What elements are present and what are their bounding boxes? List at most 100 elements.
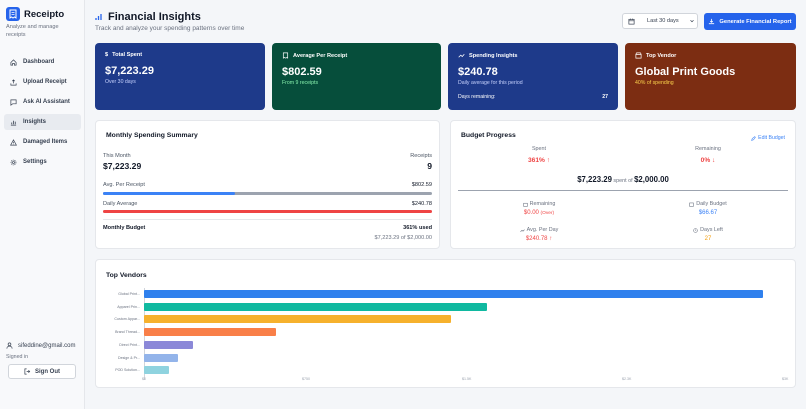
sidebar-item-damaged[interactable]: Damaged Items [4,134,81,150]
avg-receipt-sub: From 9 receipts [282,80,319,86]
app-name: Receipto [24,8,65,20]
sidebar-item-label: Settings [23,159,47,165]
daily-average-bar-fill [103,210,432,213]
remaining-amount-value: $0.00 [523,210,539,216]
brand[interactable]: Receipto [6,7,64,21]
arrow-down-icon: ↓ [712,157,716,164]
chart-category-label: POD Solution... [115,368,140,373]
chart-bar[interactable] [144,315,452,324]
chart-category-label: Design & Pr... [118,355,140,360]
divider [458,190,788,191]
chart-bar[interactable] [144,366,169,375]
spent-label: Spent [531,146,547,152]
user-icon [6,342,13,349]
chart-bar[interactable] [144,353,179,362]
avg-per-receipt-bar-fill [103,192,235,195]
sign-out-icon [24,368,31,375]
calendar-icon [628,18,635,25]
user-info: sifeddine@gmail.com [6,342,75,349]
days-remaining-row: Days remaining: 27 [458,94,608,100]
page-subtitle: Track and analyze your spending patterns… [95,25,245,32]
budget-detail: $7,223.29 of $2,000.00 [374,235,432,241]
days-left-value: 27 [704,236,712,242]
trend-icon [519,228,525,232]
edit-budget-button[interactable]: Edit Budget [751,135,785,141]
sidebar-item-label: Insights [23,119,47,125]
days-left-cell: Days Left 27 [663,227,753,242]
spent-pct-value: 361% [527,157,545,164]
page-title: Financial Insights [95,11,201,23]
avg-per-receipt-value: $802.59 [411,182,432,188]
sidebar-item-dashboard[interactable]: Dashboard [4,54,81,70]
avg-per-receipt-bar [103,192,432,195]
sidebar-item-insights[interactable]: Insights [4,114,81,130]
budget-used-value: 361% used [403,225,432,231]
chart-tick-label: $0 [142,377,146,381]
avg-receipt-card: Average Per Receipt $802.59 From 9 recei… [272,43,441,110]
monthly-summary-title: Monthly Spending Summary [106,132,198,139]
chart-bar[interactable] [144,340,194,349]
daily-budget-cell: Daily Budget $66.67 [663,201,753,216]
monthly-summary-card: Monthly Spending Summary This Month Rece… [95,120,440,249]
trend-icon [458,54,465,58]
sign-out-label: Sign Out [35,368,60,375]
daily-average-bar [103,210,432,213]
home-icon [10,58,17,65]
arrow-up-icon: ↑ [549,236,553,242]
avg-receipt-value: $802.59 [282,66,322,78]
chart-category-label: Apparel Prin... [117,304,140,309]
monthly-budget-label: Monthly Budget [103,225,146,231]
daily-average-label: Daily Average [103,201,138,207]
pencil-icon [751,135,756,141]
sidebar-item-label: Dashboard [23,59,55,65]
arrow-up-icon: ↑ [546,157,550,164]
spending-insights-card: Spending Insights $240.78 Daily average … [448,43,618,110]
top-vendor-sub: 40% of spending [635,80,674,86]
calendar-icon [689,202,694,207]
page-title-text: Financial Insights [108,11,201,23]
top-vendor-card: Top Vendor Global Print Goods 40% of spe… [625,43,796,110]
daily-budget-label: Daily Budget [696,201,727,207]
budget-progress-title: Budget Progress [461,132,516,139]
chart-bar[interactable] [144,290,763,298]
warning-icon [10,138,17,145]
sidebar-item-upload[interactable]: Upload Receipt [4,74,81,90]
top-vendor-value: Global Print Goods [635,66,736,78]
daily-budget-value: $66.67 [698,210,718,216]
chart-icon [95,14,102,20]
sign-out-button[interactable]: Sign Out [8,364,76,379]
days-left-label: Days Left [700,227,723,233]
receipt-icon [282,52,289,59]
spending-insights-value: $240.78 [458,66,498,78]
avg-per-day-label: Avg. Per Day [526,227,559,233]
app-tagline: Analyze and manage receipts [6,24,59,38]
total-spent-value: $7,223.29 [105,65,154,77]
chart-bar[interactable] [144,302,488,311]
sidebar-item-settings[interactable]: Settings [4,154,81,170]
this-month-label: This Month [103,153,131,159]
total-spent-card: $ Total Spent $7,223.29 Over 30 days [95,43,265,110]
chart-tick-label: $750 [302,377,310,381]
sidebar-item-label: Damaged Items [23,139,68,145]
remaining-label: Remaining [695,146,721,152]
budget-progress-card: Budget Progress Edit Budget Spent 361% ↑… [450,120,796,249]
top-vendors-card: Top Vendors Global Print... Apparel Prin.… [95,259,796,388]
chart-category-label: Global Print... [118,292,140,296]
avg-receipt-label: Average Per Receipt [293,52,348,59]
generate-report-button[interactable]: Generate Financial Report [704,13,796,30]
sidebar: Receipto Analyze and manage receipts Das… [0,0,85,409]
download-icon [709,18,715,25]
days-remaining-label: Days remaining: [458,94,496,100]
store-icon [635,52,642,59]
chat-icon [10,99,17,106]
chart-bar[interactable] [144,328,277,337]
top-vendors-title: Top Vendors [106,272,147,279]
edit-budget-label: Edit Budget [758,135,785,141]
wallet-icon [522,202,528,207]
sidebar-item-ai-assistant[interactable]: Ask AI Assistant [4,94,81,110]
chart-tick-label: $1.5K [462,377,472,381]
receipts-label: Receipts [410,153,432,159]
date-range-select[interactable]: Last 30 days [622,13,698,29]
spent-pct-cell: Spent 361% ↑ [494,146,584,164]
avg-per-receipt-label: Avg. Per Receipt [103,182,145,188]
